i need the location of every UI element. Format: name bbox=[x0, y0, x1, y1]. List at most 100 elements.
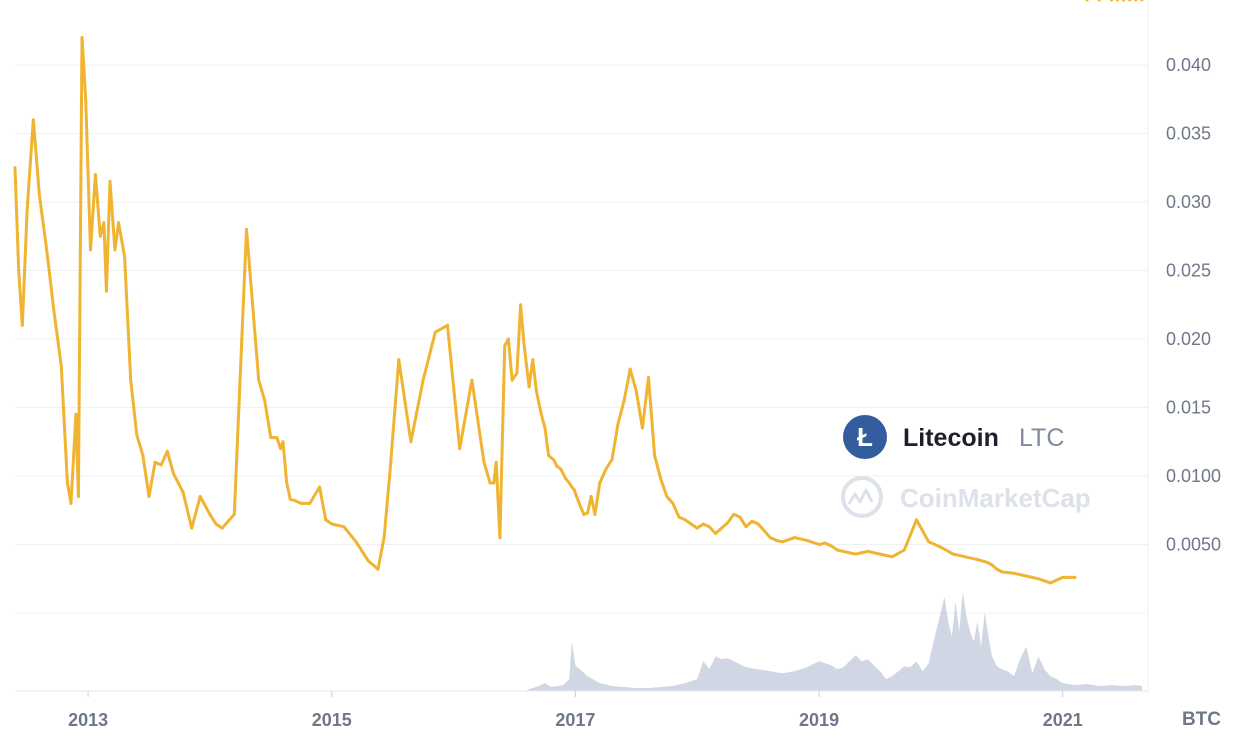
x-axis: 2013 2015 2017 2019 2021 bbox=[68, 691, 1083, 730]
price-point bbox=[141, 454, 145, 457]
y-tick-label: 0.0050 bbox=[1166, 535, 1221, 555]
price-point bbox=[245, 227, 248, 231]
price-point bbox=[190, 526, 194, 530]
price-point bbox=[1110, 0, 1113, 2]
price-point bbox=[492, 481, 496, 485]
price-point bbox=[756, 522, 760, 526]
price-point bbox=[113, 248, 117, 252]
price-point bbox=[610, 458, 614, 462]
price-point bbox=[104, 289, 108, 293]
price-point bbox=[80, 36, 84, 40]
price-point bbox=[572, 488, 576, 492]
price-point bbox=[616, 422, 620, 426]
price-point bbox=[902, 548, 906, 552]
y-tick-label: 0.015 bbox=[1166, 398, 1211, 418]
price-point bbox=[564, 477, 568, 481]
price-point bbox=[695, 526, 699, 530]
grid-lines bbox=[15, 64, 1148, 614]
price-point bbox=[732, 512, 736, 516]
price-point bbox=[165, 449, 169, 453]
watermark: CoinMarketCap bbox=[841, 476, 1091, 518]
price-point bbox=[181, 490, 185, 494]
y-tick-label: 0.0100 bbox=[1166, 466, 1221, 486]
price-point bbox=[52, 310, 56, 314]
price-point bbox=[768, 536, 772, 540]
price-point bbox=[324, 518, 328, 522]
price-point bbox=[726, 521, 730, 525]
price-point bbox=[647, 375, 650, 379]
price-point bbox=[598, 481, 602, 485]
price-point bbox=[866, 549, 870, 553]
price-point bbox=[1073, 575, 1077, 579]
price-point bbox=[299, 501, 303, 505]
price-point bbox=[665, 495, 669, 498]
price-point bbox=[835, 548, 839, 552]
price-point bbox=[285, 481, 289, 485]
price-point bbox=[488, 481, 492, 485]
y-tick-label: 0.035 bbox=[1166, 124, 1211, 144]
price-point bbox=[69, 501, 73, 505]
price-point bbox=[817, 543, 821, 546]
price-point bbox=[503, 344, 507, 348]
price-point bbox=[153, 460, 157, 464]
price-point bbox=[308, 501, 312, 505]
price-point bbox=[494, 460, 498, 464]
price-point bbox=[198, 495, 202, 498]
price-point bbox=[1049, 581, 1052, 585]
price-point bbox=[220, 526, 224, 530]
price-point bbox=[117, 221, 121, 225]
price-point bbox=[878, 552, 882, 556]
litecoin-logo-glyph: Ł bbox=[857, 422, 873, 452]
price-point bbox=[65, 481, 69, 485]
price-series bbox=[13, 0, 1144, 585]
price-point bbox=[589, 495, 593, 498]
price-point bbox=[263, 399, 267, 403]
price-point bbox=[275, 436, 279, 440]
price-point bbox=[701, 522, 705, 526]
price-point bbox=[677, 515, 681, 519]
price-point bbox=[330, 522, 334, 526]
price-point bbox=[232, 512, 236, 516]
price-point bbox=[975, 558, 979, 562]
price-point bbox=[539, 412, 543, 416]
price-point bbox=[84, 97, 88, 101]
x-tick-label: 2015 bbox=[312, 710, 352, 730]
price-point bbox=[829, 544, 833, 548]
price-point bbox=[25, 207, 29, 211]
price-point bbox=[1128, 0, 1132, 2]
price-point bbox=[388, 467, 392, 471]
price-point bbox=[342, 525, 346, 529]
price-point bbox=[578, 504, 582, 508]
price-point bbox=[102, 221, 106, 225]
price-point bbox=[555, 464, 559, 468]
price-point bbox=[1097, 0, 1101, 2]
price-point bbox=[744, 525, 748, 529]
price-point bbox=[76, 495, 80, 498]
price-point bbox=[366, 559, 370, 563]
price-point bbox=[45, 248, 49, 252]
volume-area bbox=[526, 592, 1142, 691]
price-point bbox=[397, 358, 401, 362]
price-point bbox=[659, 477, 663, 481]
price-point bbox=[31, 118, 35, 122]
coin-name: Litecoin bbox=[903, 424, 999, 452]
price-point bbox=[805, 538, 809, 542]
price-point bbox=[458, 447, 462, 451]
price-point bbox=[519, 303, 523, 307]
price-point bbox=[720, 526, 724, 530]
price-point bbox=[547, 454, 551, 457]
price-point bbox=[1134, 0, 1138, 2]
price-point bbox=[586, 511, 590, 515]
price-point bbox=[98, 234, 102, 238]
x-tick-label: 2021 bbox=[1043, 710, 1083, 730]
price-line bbox=[13, 36, 1077, 585]
x-tick-label: 2017 bbox=[555, 710, 595, 730]
price-point bbox=[409, 440, 413, 444]
price-point bbox=[552, 458, 555, 462]
price-point bbox=[628, 367, 632, 371]
price-point bbox=[269, 436, 273, 440]
price-point bbox=[951, 552, 955, 556]
price-point bbox=[531, 358, 535, 362]
price-point bbox=[1140, 0, 1144, 2]
coinmarketcap-logo-icon bbox=[841, 476, 883, 518]
